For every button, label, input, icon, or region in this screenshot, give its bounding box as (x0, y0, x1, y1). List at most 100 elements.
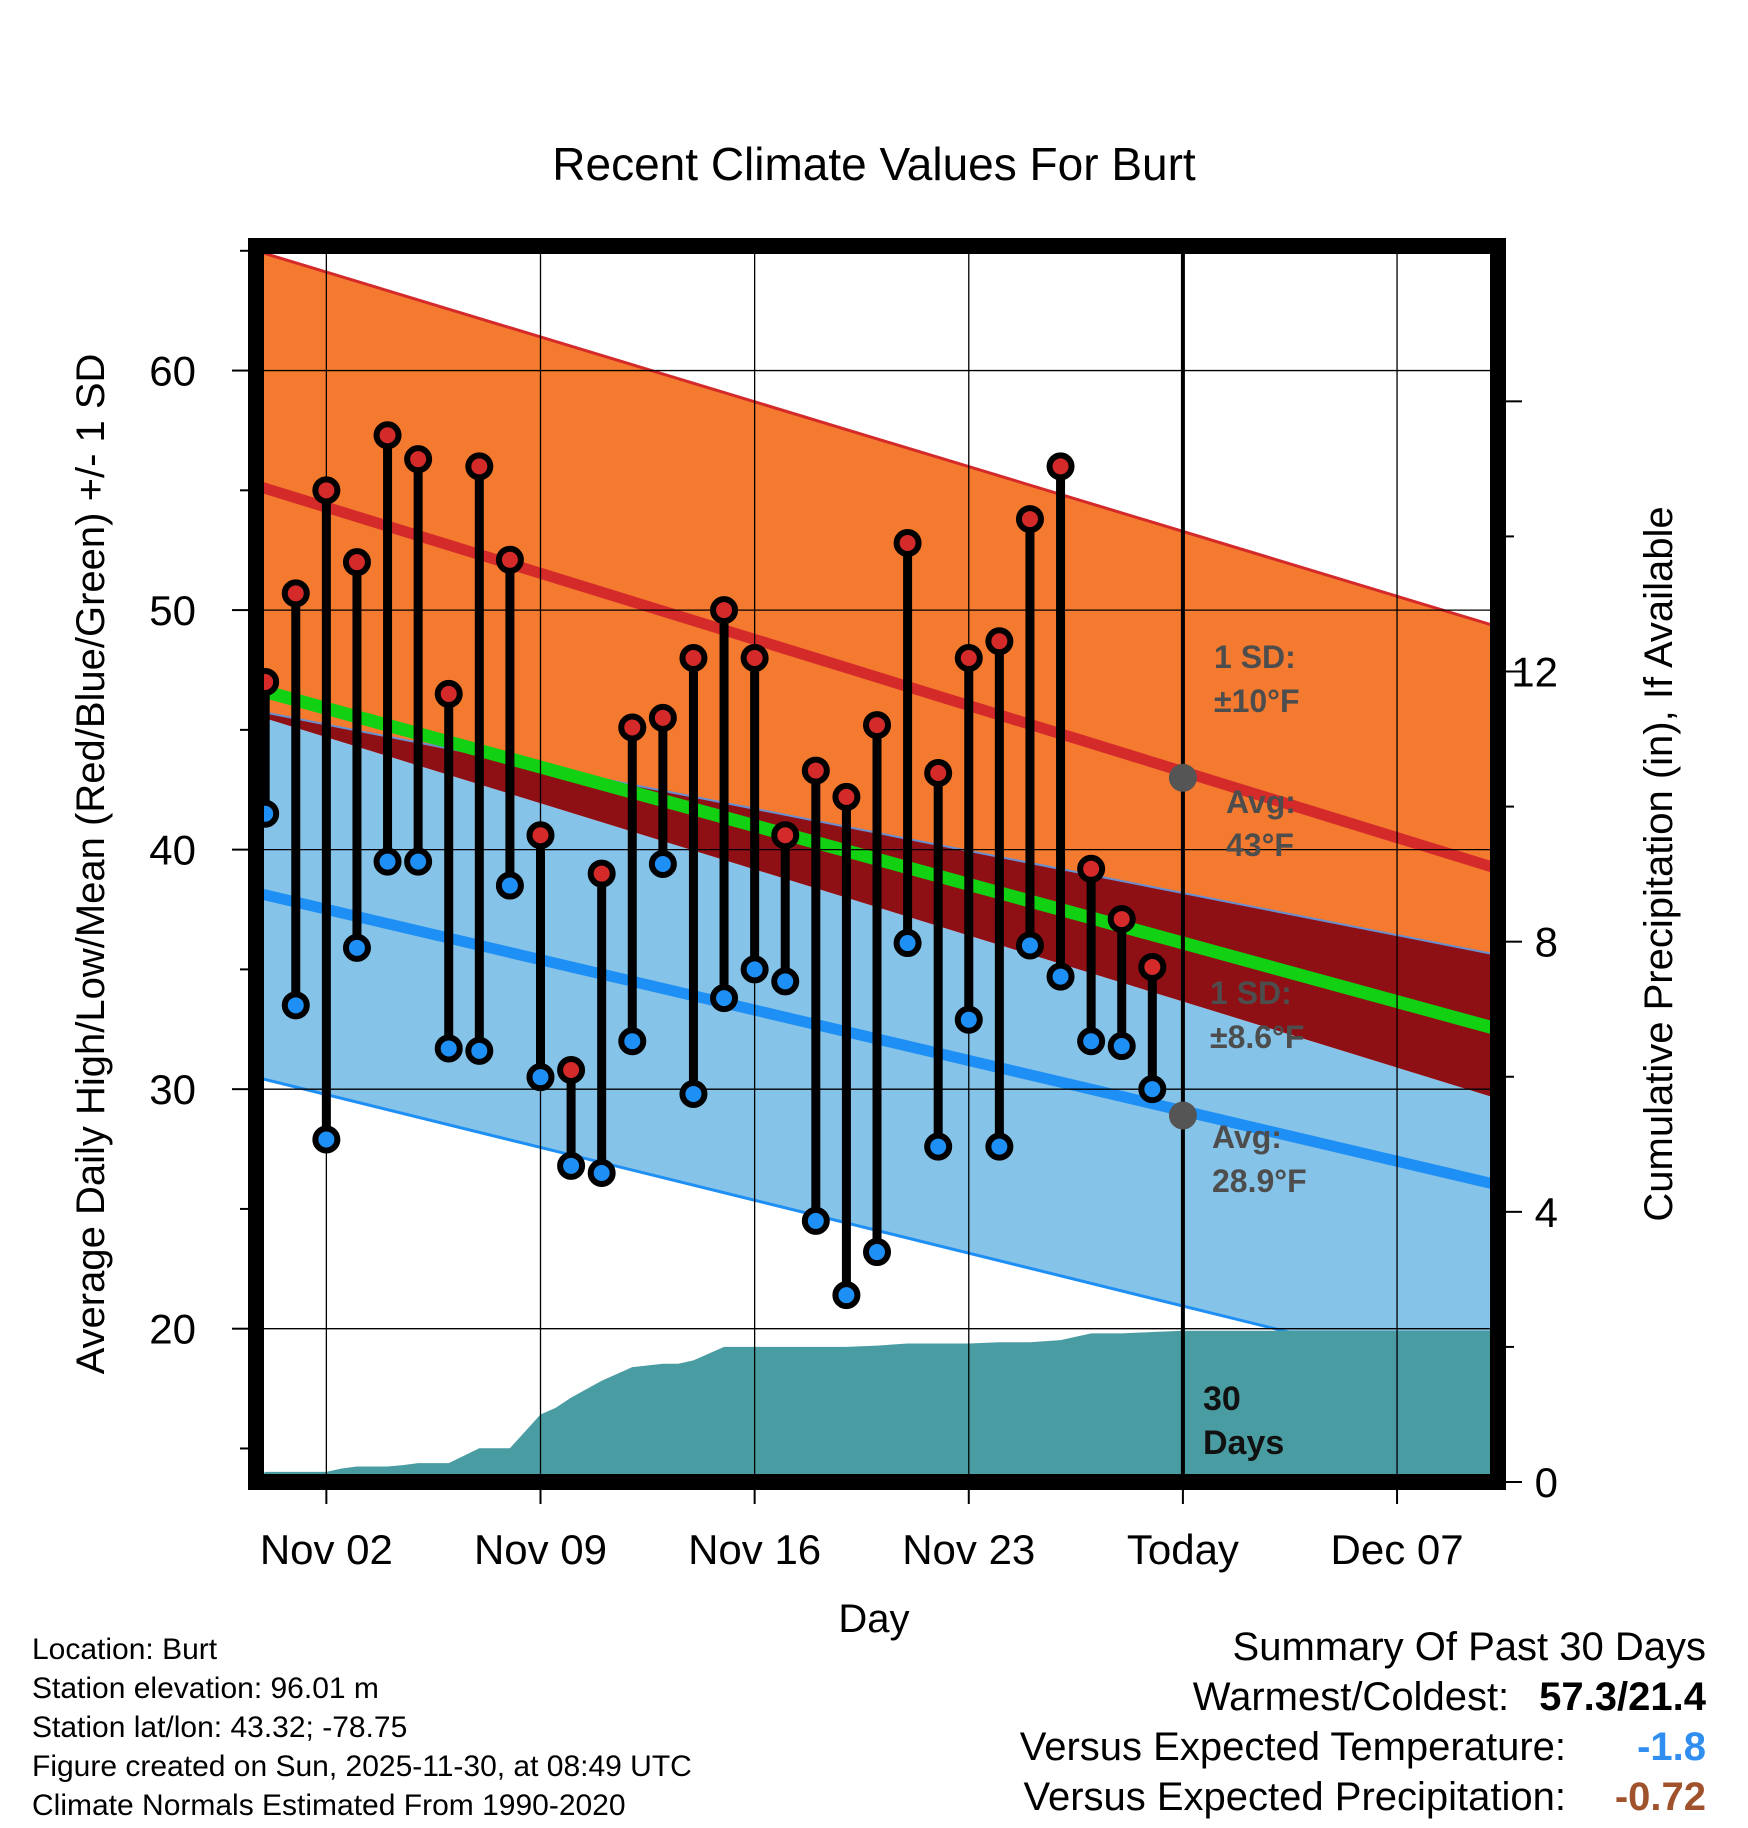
x-tick-label: Dec 07 (1331, 1526, 1464, 1573)
x-tick-label: Nov 23 (902, 1526, 1035, 1573)
y-left-tick-label: 40 (149, 827, 196, 874)
y-right-tick-label: 12 (1511, 649, 1558, 696)
plot-frame (248, 238, 1506, 1490)
high-upper-line (256, 249, 1498, 629)
daily-low-point (434, 1034, 463, 1063)
daily-low-point (587, 1159, 616, 1187)
summary-panel: Summary Of Past 30 Days Warmest/Coldest:… (1020, 1622, 1706, 1822)
daily-high-point (771, 821, 800, 850)
daily-high-point (832, 782, 861, 811)
warmest-coldest-row: Warmest/Coldest: 57.3/21.4 (1020, 1672, 1706, 1722)
y-right-tick-label: 8 (1535, 919, 1558, 966)
days-annotation-line1: 30 (1203, 1380, 1241, 1418)
elevation-text: Station elevation: 96.01 m (32, 1672, 379, 1705)
daily-high-point (1046, 452, 1075, 481)
high-avg-annotation-line1: Avg: (1226, 784, 1296, 820)
daily-low-point (1015, 931, 1044, 960)
chart-title: Recent Climate Values For Burt (552, 138, 1196, 190)
created-text: Figure created on Sun, 2025-11-30, at 08… (32, 1750, 692, 1783)
x-tick-label: Nov 09 (474, 1526, 607, 1573)
daily-high-point (587, 859, 616, 888)
daily-high-point (985, 627, 1014, 656)
latlon-text: Station lat/lon: 43.32; -78.75 (32, 1711, 408, 1744)
temp-diff-label: Versus Expected Temperature: (1019, 1725, 1566, 1769)
daily-low-point (404, 847, 433, 876)
daily-low-point (1077, 1027, 1106, 1056)
low-sd-annotation-line1: 1 SD: (1210, 975, 1292, 1011)
daily-high-point (740, 644, 769, 672)
daily-low-point (679, 1079, 708, 1108)
daily-low-point (954, 1005, 983, 1034)
daily-low-point (281, 991, 310, 1020)
daily-low-point (1138, 1075, 1167, 1104)
precip-area (256, 1330, 1498, 1482)
daily-high-point (495, 545, 524, 574)
daily-low-point (342, 933, 371, 962)
daily-high-point (465, 452, 494, 481)
daily-high-point (618, 713, 647, 742)
high-sd-annotation-line2: ±10°F (1214, 683, 1300, 719)
x-tick-label: Today (1127, 1526, 1239, 1573)
daily-high-point (373, 421, 402, 450)
station-info: Location: Burt Station elevation: 96.01 … (32, 1630, 692, 1825)
daily-high-point (954, 644, 983, 672)
y-left-tick-label: 20 (149, 1306, 196, 1353)
daily-low-point (710, 984, 739, 1013)
warmest-coldest-label: Warmest/Coldest: (1192, 1675, 1510, 1719)
y-right-tick-label: 4 (1535, 1189, 1558, 1236)
high-sd-annotation-line1: 1 SD: (1214, 639, 1296, 675)
temp-diff-row: Versus Expected Temperature: -1.8 (1020, 1722, 1706, 1772)
avg-high-line (256, 480, 1498, 875)
daily-high-point (1015, 505, 1044, 534)
daily-high-point (648, 703, 677, 732)
daily-low-point (526, 1063, 555, 1092)
daily-high-point (342, 548, 371, 577)
y-axis-right-title: Cumulative Precipitation (in), If Availa… (1637, 506, 1681, 1221)
daily-high-point (434, 679, 463, 708)
daily-high-point (801, 756, 830, 785)
daily-high-point (710, 596, 739, 625)
daily-low-point (893, 929, 922, 958)
daily-low-point (1107, 1032, 1136, 1061)
daily-high-point (679, 644, 708, 672)
low-sd-annotation-line2: ±8.6°F (1210, 1019, 1304, 1055)
daily-low-point (740, 955, 769, 984)
low-avg-annotation-line2: 28.9°F (1212, 1163, 1307, 1199)
y-left-tick-label: 30 (149, 1066, 196, 1113)
daily-low-point (495, 871, 524, 900)
daily-high-point (1107, 905, 1136, 934)
daily-low-point (648, 850, 677, 878)
today-high-normal-marker (1168, 763, 1197, 792)
daily-low-point (1046, 962, 1075, 991)
daily-high-point (924, 758, 953, 787)
days-annotation-line2: Days (1203, 1424, 1284, 1462)
daily-low-point (373, 847, 402, 876)
temp-diff-value: -1.8 (1637, 1725, 1706, 1769)
precip-diff-value: -0.72 (1614, 1775, 1706, 1819)
daily-high-point (557, 1056, 586, 1084)
high-avg-annotation-line2: 43°F (1226, 827, 1294, 863)
low-avg-annotation-line1: Avg: (1212, 1119, 1282, 1155)
y-axis-left-title: Average Daily High/Low/Mean (Red/Blue/Gr… (69, 354, 113, 1375)
daily-low-point (557, 1151, 586, 1180)
daily-low-point (801, 1206, 830, 1235)
daily-high-point (404, 445, 433, 474)
precip-diff-row: Versus Expected Precipitation: -0.72 (1020, 1772, 1706, 1822)
plot-area: 1 SD: ±10°F Avg: 43°F 1 SD: ±8.6°F Avg: 28.9°F 3… (256, 246, 1498, 1482)
daily-low-point (924, 1132, 953, 1161)
daily-high-point (893, 529, 922, 558)
daily-high-point (312, 476, 341, 505)
y-left-tick-label: 50 (149, 587, 196, 634)
summary-heading: Summary Of Past 30 Days (1232, 1625, 1706, 1669)
daily-low-point (985, 1132, 1014, 1161)
today-low-normal-marker (1168, 1101, 1197, 1130)
daily-low-point (312, 1125, 341, 1154)
y-right-tick-label: 0 (1535, 1459, 1558, 1506)
normals-text: Climate Normals Estimated From 1990-2020 (32, 1789, 626, 1822)
precip-diff-label: Versus Expected Precipitation: (1023, 1775, 1566, 1819)
daily-high-point (281, 579, 310, 608)
daily-low-point (863, 1238, 891, 1267)
location-text: Location: Burt (32, 1633, 218, 1666)
x-tick-label: Nov 02 (260, 1526, 393, 1573)
